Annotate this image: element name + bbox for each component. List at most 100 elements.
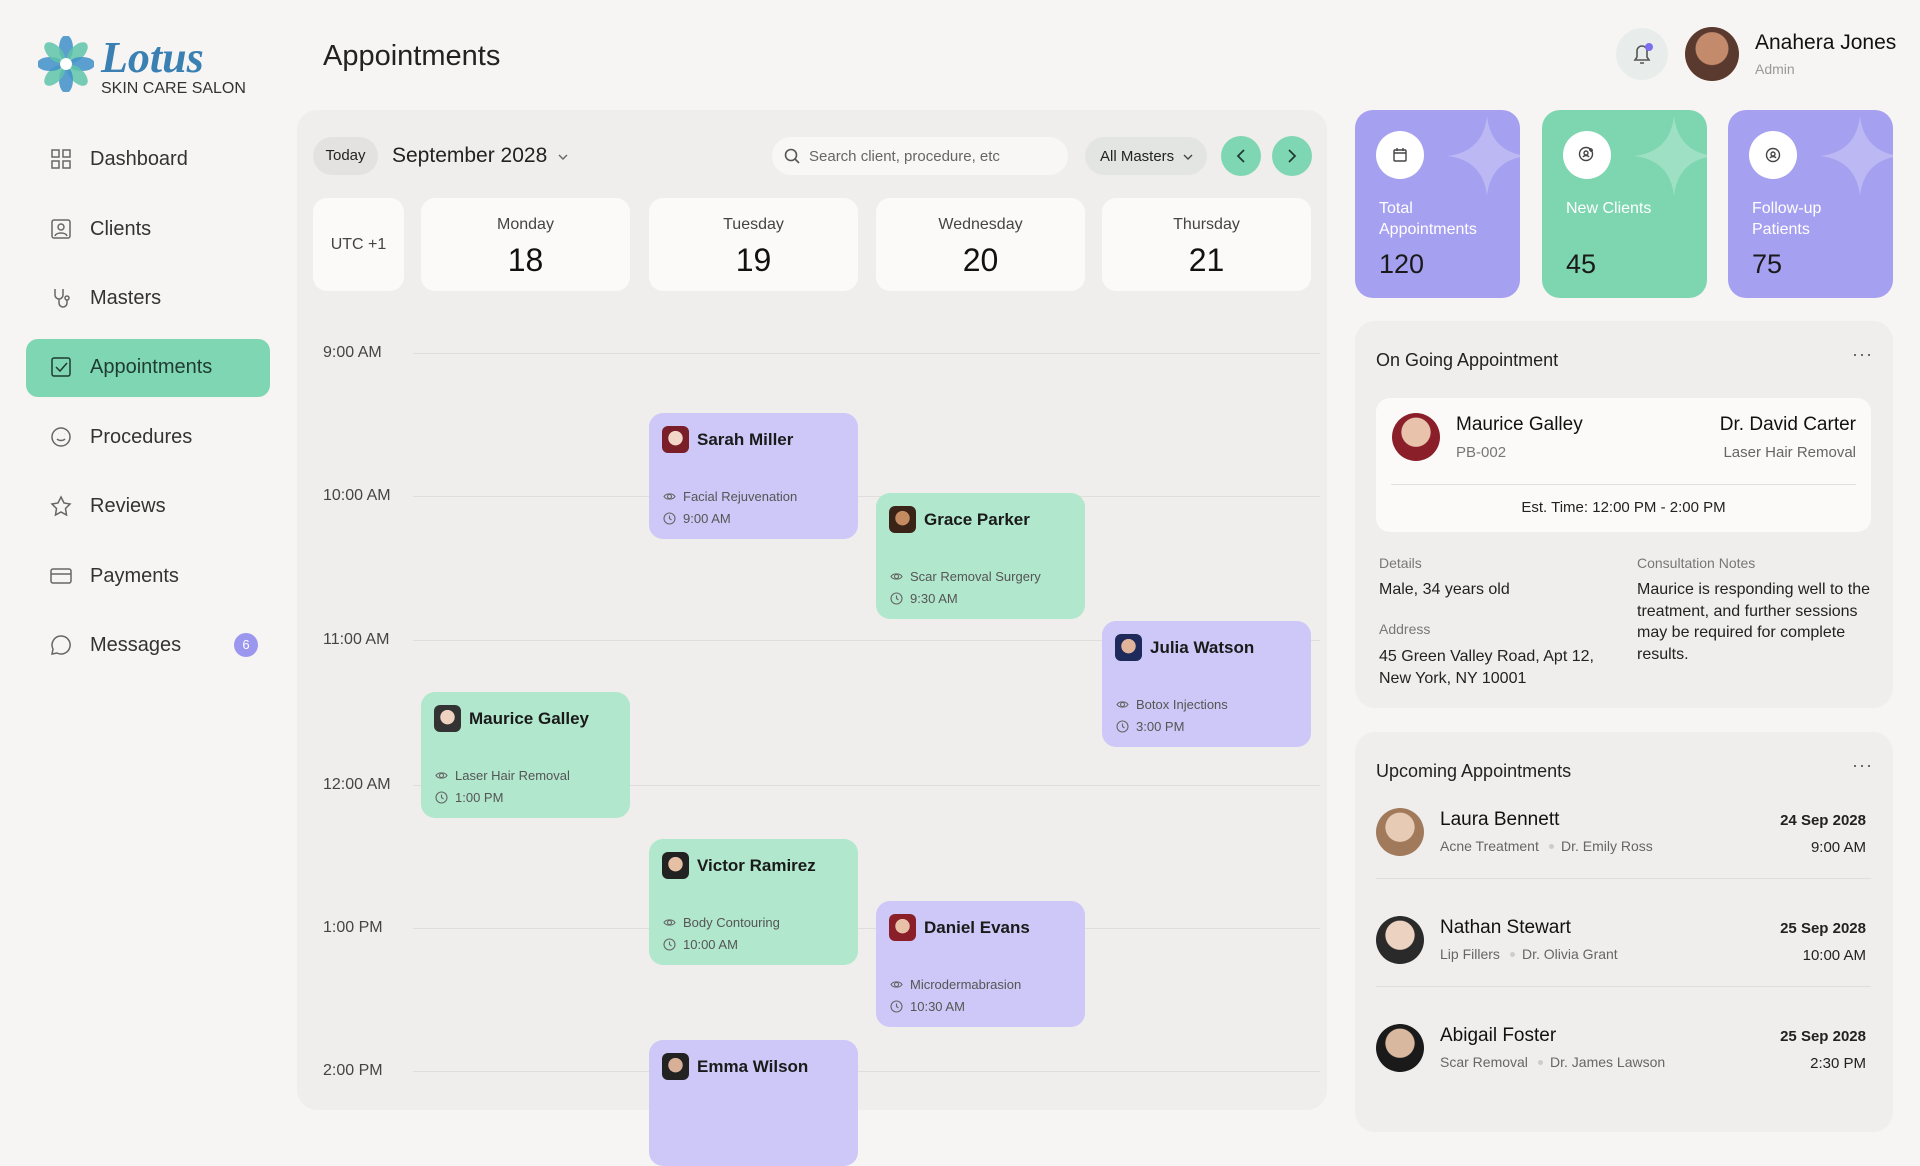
nav-icon (50, 565, 72, 587)
day-name: Tuesday (723, 216, 784, 233)
badge: 6 (234, 633, 258, 657)
est-time: Est. Time: 12:00 PM - 2:00 PM (1521, 499, 1726, 516)
section-title: On Going Appointment (1376, 350, 1559, 371)
nav-item[interactable]: Messages (90, 634, 182, 656)
client-id: PB-002 (1456, 443, 1507, 461)
appointment-time: 9:30 AM (910, 590, 958, 606)
time-label: 11:00 AM (323, 630, 390, 648)
prev-button[interactable] (1221, 136, 1261, 176)
procedure: Scar Removal Surgery (910, 568, 1041, 584)
grid-line (413, 353, 1320, 354)
stat-label: Total Appointments (1379, 200, 1477, 238)
day-name: Wednesday (938, 216, 1023, 233)
timezone-cell: UTC +1 (313, 198, 404, 291)
page: Lotus SKIN CARE SALON Dashboard Clients Mast… (26, 27, 1897, 1166)
ongoing-card: Maurice Galley PB-002 Dr. David Carter Lase… (1376, 398, 1871, 532)
clock-icon (663, 938, 676, 951)
grid-line (413, 928, 1320, 929)
appointment-card[interactable]: Julia Watson Botox Injections 3:00 PM (1102, 621, 1311, 747)
stat-card[interactable]: Follow-up Patients 75 (1728, 110, 1893, 298)
appointment-card[interactable]: Daniel Evans Microdermabrasion 10:30 AM (876, 901, 1085, 1027)
appointment-card[interactable]: Victor Ramirez Body Contouring 10:00 AM (649, 839, 858, 965)
stat-icon (1563, 131, 1611, 179)
upcoming-item[interactable]: Nathan Stewart Lip Fillers Dr. Olivia Gran… (1355, 910, 1893, 970)
appointment-card[interactable]: Maurice Galley Laser Hair Removal 1:00 PM (421, 692, 630, 818)
day-header: Wednesday 20 (876, 198, 1085, 291)
doctor: Dr. Emily Ross (1561, 838, 1653, 855)
avatar (662, 426, 689, 453)
nav-item[interactable]: Dashboard (90, 148, 188, 170)
avatar (662, 852, 689, 879)
day-date: 21 (1188, 242, 1225, 278)
more-button[interactable]: ··· (1852, 344, 1873, 365)
nav-active-bg (26, 339, 270, 397)
doctor: Dr. Olivia Grant (1522, 946, 1618, 963)
day-date: 19 (735, 242, 772, 278)
time-label: 10:00 AM (323, 486, 391, 504)
appointment-card[interactable]: Grace Parker Scar Removal Surgery 9:30 AM (876, 493, 1085, 619)
procedure: Body Contouring (683, 914, 780, 930)
appointment-time: 10:30 AM (910, 998, 965, 1014)
stat-value: 45 (1566, 249, 1597, 279)
appointment-card[interactable]: Emma Wilson (649, 1040, 858, 1166)
day-header: Thursday 21 (1102, 198, 1311, 291)
details-label: Details (1379, 555, 1422, 572)
stat-icon (1376, 131, 1424, 179)
nav-item[interactable]: Masters (90, 287, 162, 309)
clock-icon (890, 592, 903, 605)
logo-icon (37, 35, 95, 93)
grid-line (413, 640, 1320, 641)
address: 45 Green Valley Road, Apt 12, New York, … (1379, 648, 1594, 687)
stat-card[interactable]: Total Appointments 120 (1355, 110, 1520, 298)
appointment-card[interactable]: Sarah Miller Facial Rejuvenation 9:00 AM (649, 413, 858, 539)
procedure-icon (1116, 698, 1129, 711)
today-button[interactable]: Today (313, 137, 378, 175)
nav-icon (50, 287, 72, 309)
nav-item[interactable]: Procedures (90, 426, 193, 448)
nav-item[interactable]: Clients (90, 218, 152, 240)
separator-dot (1510, 952, 1515, 957)
procedure: Laser Hair Removal (455, 767, 570, 783)
divider (1391, 484, 1856, 485)
client-name: Nathan Stewart (1440, 916, 1571, 938)
separator-dot (1549, 844, 1554, 849)
procedure: Scar Removal (1440, 1054, 1528, 1071)
upcoming-item[interactable]: Laura Bennett Acne Treatment Dr. Emily Ros… (1355, 802, 1893, 862)
procedure-icon (663, 490, 676, 503)
doctor-name: Dr. David Carter (1719, 413, 1856, 435)
nav-icon (50, 634, 72, 656)
avatar (662, 1053, 689, 1080)
nav-item[interactable]: Reviews (90, 495, 166, 517)
month-selector[interactable]: September 2028 (392, 144, 548, 168)
stat-label: New Clients (1566, 200, 1652, 217)
next-button[interactable] (1272, 136, 1312, 176)
nav-icon (50, 356, 72, 378)
client-name: Grace Parker (924, 510, 1030, 530)
nav-item[interactable]: Payments (90, 565, 179, 587)
client-name: Julia Watson (1150, 638, 1255, 658)
procedure: Facial Rejuvenation (683, 488, 798, 504)
page-title: Appointments (323, 39, 501, 72)
grid-line (413, 1071, 1320, 1072)
avatar (1376, 808, 1424, 856)
client-name: Laura Bennett (1440, 808, 1560, 830)
more-button[interactable]: ··· (1852, 755, 1873, 776)
search-box[interactable] (772, 137, 1068, 175)
doctor: Dr. James Lawson (1550, 1054, 1666, 1071)
appointment-time: 1:00 PM (455, 789, 504, 805)
details: Male, 34 years old (1379, 580, 1510, 598)
clock-icon (1116, 720, 1129, 733)
grid-line (413, 496, 1320, 497)
brand: Lotus (101, 33, 204, 83)
avatar (1115, 634, 1142, 661)
avatar (1376, 916, 1424, 964)
day-date: 20 (962, 242, 999, 278)
stat-label: Follow-up Patients (1752, 200, 1822, 238)
filter-dropdown[interactable] (1085, 137, 1207, 175)
nav-item[interactable]: Appointments (90, 356, 213, 378)
procedure: Lip Fillers (1440, 946, 1500, 963)
notification-button[interactable] (1616, 28, 1668, 80)
upcoming-item[interactable]: Abigail Foster Scar Removal Dr. James Laws… (1355, 1018, 1893, 1078)
avatar (1376, 1024, 1424, 1072)
stat-card[interactable]: New Clients 45 (1542, 110, 1707, 298)
